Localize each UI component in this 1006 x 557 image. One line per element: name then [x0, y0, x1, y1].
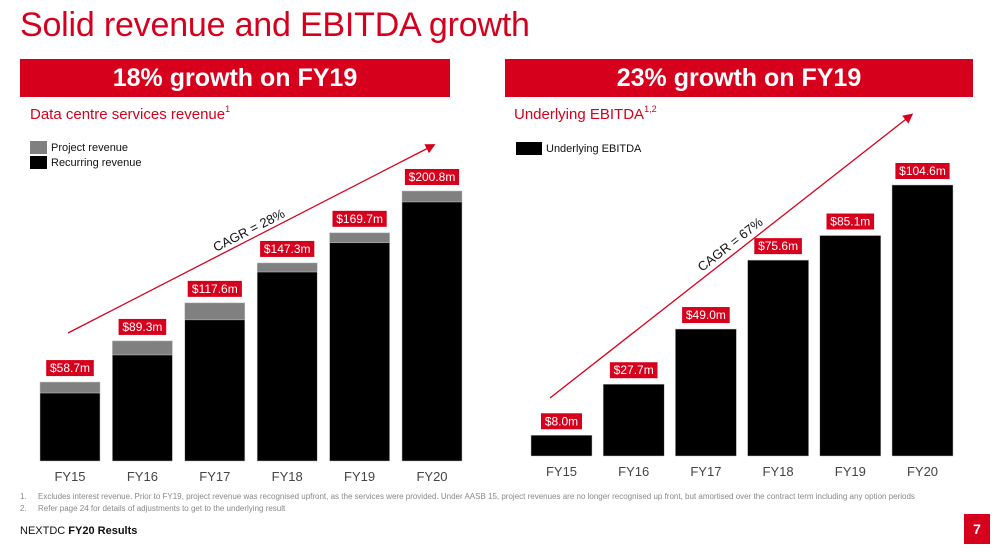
revenue-x-tick-fy20: FY20 [416, 469, 447, 484]
footnote-2: 2. Refer page 24 for details of adjustmen… [20, 504, 286, 513]
bar-recurring-revenue-fy20 [401, 201, 463, 462]
ebitda-data-label-fy17-bg [682, 307, 730, 324]
legend-label-project: Project revenue [51, 141, 129, 154]
bar-recurring-revenue-fy16 [112, 354, 173, 462]
ebitda-data-label-fy20: $104.6m [899, 164, 946, 178]
legend-swatch-recurring [30, 156, 47, 169]
bar-fy20 [891, 184, 954, 457]
revenue-data-label-fy17-bg [187, 280, 242, 297]
revenue-x-tick-fy18: FY18 [272, 469, 303, 484]
revenue-x-tick-fy19: FY19 [344, 469, 375, 484]
footer-title: FY20 Results [68, 525, 138, 537]
bar-fy15 [530, 435, 593, 457]
bar-project-revenue-fy16 [112, 340, 173, 356]
ebitda-data-label-fy16: $27.7m [614, 363, 654, 377]
ebitda-chart: $8.0m FY15 $27.7m FY16 $49.0m FY17 $75.6m FY18 $… [530, 163, 954, 479]
revenue-data-label-fy19-bg [332, 210, 387, 227]
revenue-data-label-fy19: $169.7m [336, 212, 383, 226]
ebitda-data-label-fy18: $75.6m [758, 239, 798, 253]
ebitda-data-label-fy15: $8.0m [545, 414, 578, 428]
ebitda-x-tick-fy19: FY19 [835, 464, 866, 479]
slide-title: Solid revenue and EBITDA growth [20, 6, 530, 44]
bar-recurring-revenue-fy18 [256, 271, 318, 462]
ebitda-x-tick-fy15: FY15 [546, 464, 577, 479]
bar-fy19 [819, 235, 882, 457]
revenue-subtitle-text: Data centre services revenue [30, 106, 226, 123]
bar-fy16 [602, 383, 665, 457]
ebitda-subtitle-text: Underlying EBITDA [514, 106, 645, 123]
revenue-growth-banner: 18% growth on FY19 [20, 59, 450, 97]
revenue-chart-subtitle: Data centre services revenue1 [30, 104, 231, 123]
legend-swatch-ebitda [516, 142, 542, 155]
revenue-chart: $58.7m FY15 $89.3m FY16 $117.6m FY17 $147.3m FY… [39, 169, 463, 484]
revenue-data-label-fy18: $147.3m [264, 242, 311, 256]
legend-label-recurring: Recurring revenue [51, 156, 142, 169]
bar-recurring-revenue-fy19 [329, 242, 390, 462]
ebitda-x-tick-fy18: FY18 [763, 464, 794, 479]
revenue-x-tick-fy16: FY16 [127, 469, 158, 484]
ebitda-subtitle-footnote-ref: 1,2 [644, 104, 657, 114]
bar-recurring-revenue-fy17 [184, 319, 246, 462]
revenue-x-tick-fy15: FY15 [54, 469, 85, 484]
footer-brand: NEXTDC [20, 525, 66, 537]
bar-project-revenue-fy17 [184, 302, 246, 321]
bar-project-revenue-fy19 [329, 232, 390, 244]
bar-fy17 [675, 328, 737, 457]
revenue-subtitle-footnote-ref: 1 [225, 104, 231, 114]
revenue-data-label-fy20-bg [404, 169, 460, 185]
ebitda-x-tick-fy20: FY20 [907, 464, 938, 479]
ebitda-data-label-fy19: $85.1m [830, 215, 870, 229]
footer: NEXTDC FY20 Results [20, 525, 137, 537]
revenue-cagr-arrow [67, 144, 436, 334]
bar-recurring-revenue-fy15 [39, 392, 101, 462]
revenue-x-tick-fy17: FY17 [199, 469, 230, 484]
revenue-data-label-fy15: $58.7m [50, 361, 90, 375]
legend-item-recurring-revenue: Recurring revenue [30, 156, 142, 169]
revenue-data-label-fy15-bg [46, 360, 94, 377]
legend-swatch-project [30, 141, 47, 154]
revenue-data-label-fy18-bg [260, 240, 315, 257]
ebitda-chart-subtitle: Underlying EBITDA1,2 [514, 104, 657, 123]
footnotes: 1. Excludes interest revenue. Prior to FY… [20, 491, 915, 515]
legend-item-underlying-ebitda: Underlying EBITDA [516, 142, 641, 155]
revenue-data-label-fy20: $200.8m [409, 170, 456, 184]
ebitda-cagr-arrow [549, 113, 914, 399]
ebitda-growth-banner: 23% growth on FY19 [505, 59, 973, 97]
legend-item-project-revenue: Project revenue [30, 141, 128, 154]
footnote-1: 1. Excludes interest revenue. Prior to FY… [20, 492, 915, 501]
ebitda-data-label-fy20-bg [895, 163, 950, 179]
ebitda-x-tick-fy16: FY16 [618, 464, 649, 479]
ebitda-data-label-fy15-bg [541, 413, 582, 430]
ebitda-data-label-fy18-bg [754, 238, 802, 255]
ebitda-data-label-fy17: $49.0m [686, 308, 726, 322]
ebitda-data-label-fy19-bg [826, 213, 875, 230]
ebitda-x-tick-fy17: FY17 [690, 464, 721, 479]
revenue-data-label-fy16-bg [118, 318, 167, 335]
bar-fy18 [747, 259, 809, 457]
revenue-data-label-fy17: $117.6m [192, 282, 238, 296]
legend-label-ebitda: Underlying EBITDA [546, 142, 642, 155]
bar-project-revenue-fy15 [39, 381, 101, 394]
bar-project-revenue-fy20 [401, 190, 463, 203]
revenue-data-label-fy16: $89.3m [122, 320, 162, 334]
bar-project-revenue-fy18 [256, 262, 318, 273]
page-number: 7 [964, 514, 990, 544]
ebitda-data-label-fy16-bg [609, 362, 658, 379]
